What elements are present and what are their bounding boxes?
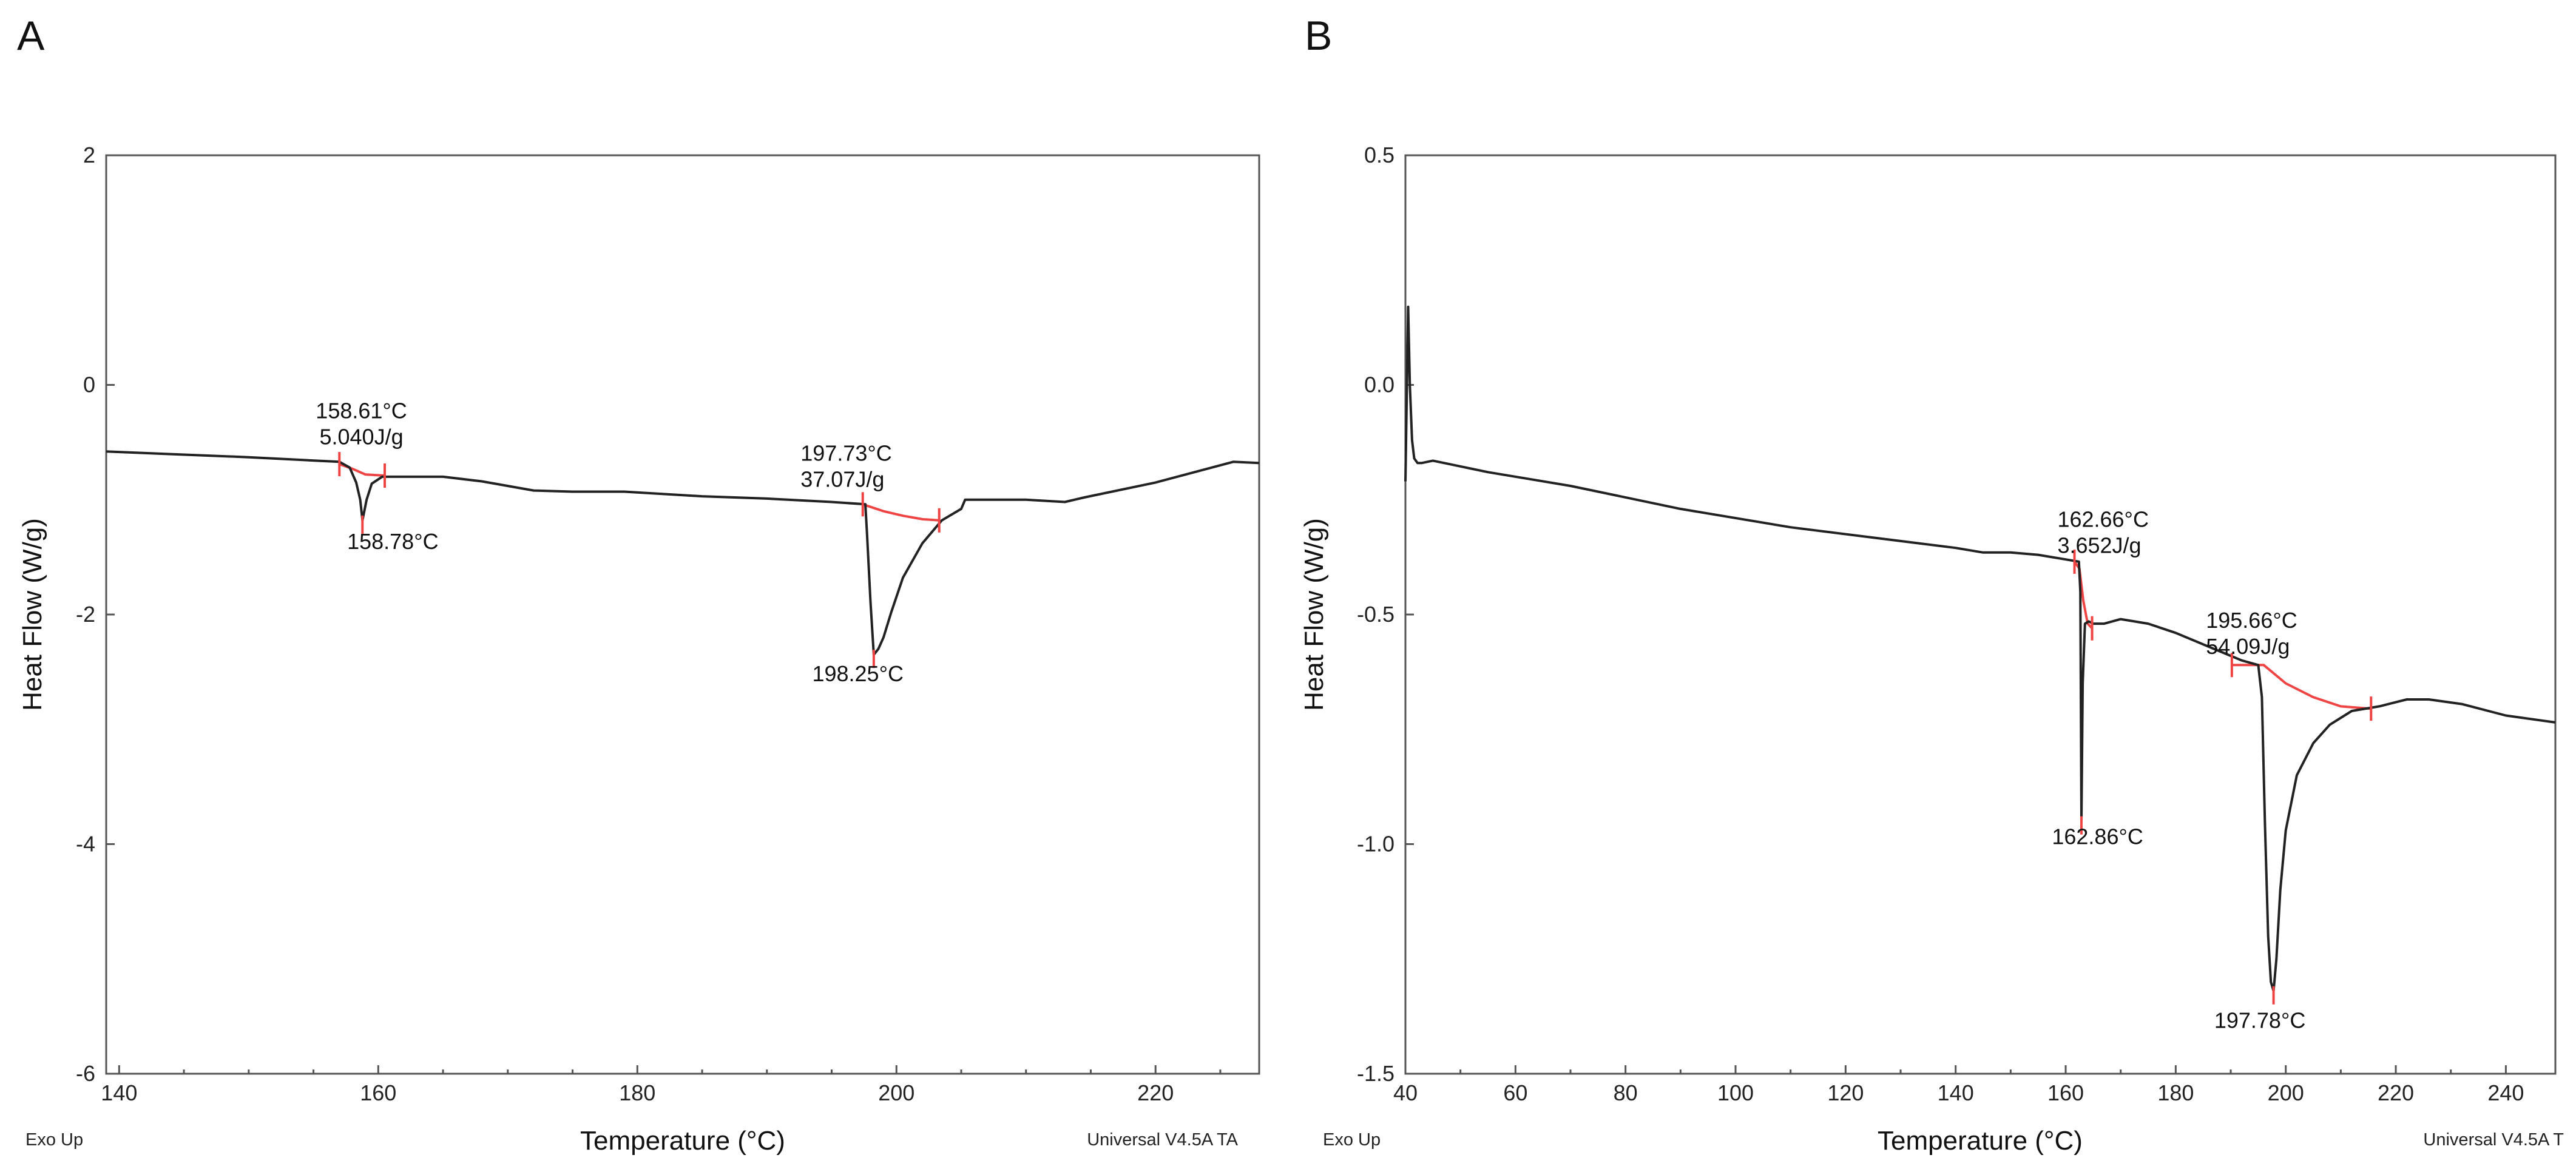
panel-a-y-tick-label: 2 xyxy=(83,143,95,167)
panel-a-x-tick-label: 140 xyxy=(101,1080,137,1105)
panel-a-plot-frame xyxy=(105,154,1260,1075)
panel-b-integration-baseline xyxy=(2073,561,2094,630)
panel-a-x-tick-label: 200 xyxy=(878,1080,914,1105)
panel-a-y-tick-label: 0 xyxy=(83,372,95,397)
panel-b-x-tick-label: 140 xyxy=(1938,1080,1974,1105)
panel-b-ticks: 40 60 80 100 120 140 160 180 200 220 240 0.5 0.0 -0.5… xyxy=(1357,143,2524,1105)
panel-b-exo-up-label: Exo Up xyxy=(1323,1130,1381,1150)
panel-b-x-tick-label: 120 xyxy=(1827,1080,1864,1105)
panel-a-x-tick-label: 160 xyxy=(360,1080,396,1105)
panel-b-y-axis-title: Heat Flow (W/g) xyxy=(1299,518,1329,711)
panel-b-y-tick-label: 0.5 xyxy=(1364,143,1394,167)
panel-b-software-label: Universal V4.5A T xyxy=(2423,1130,2564,1150)
panel-a-ticks: 140 160 180 200 220 2 0 -2 -4 -6 xyxy=(76,143,1222,1105)
panel-b-x-tick-label: 220 xyxy=(2378,1080,2414,1105)
panel-a-peak-annotation: 197.73°C xyxy=(800,440,892,465)
panel-a-software-label: Universal V4.5A TA xyxy=(1087,1130,1238,1150)
panel-b-peak-annotation: 54.09J/g xyxy=(2206,634,2290,659)
panel-a-y-tick-label: -6 xyxy=(76,1061,95,1086)
panel-b-x-tick-label: 60 xyxy=(1503,1080,1527,1105)
panel-b-y-tick-label: -1.5 xyxy=(1357,1061,1394,1086)
panel-a-curve-group xyxy=(106,450,1260,656)
panel-a: A 140 160 180 200 220 2 0 -2 -4 -6 158.61°C5.040J… xyxy=(17,13,1260,1156)
panel-b-x-tick-label: 240 xyxy=(2487,1080,2524,1105)
panel-b-peak-annotation: 195.66°C xyxy=(2206,608,2297,633)
panel-a-peak-annotation: 158.78°C xyxy=(347,529,439,554)
panel-a-peak-annotation: 198.25°C xyxy=(812,661,904,686)
panel-b-curve-group xyxy=(1404,305,2556,992)
panel-b-peak-annotation: 197.78°C xyxy=(2214,1008,2306,1032)
panel-b-peak-annotation: 3.652J/g xyxy=(2057,533,2141,557)
panel-b-heat-flow-curve xyxy=(1404,305,2556,992)
panel-a-peak-annotation: 158.61°C xyxy=(316,398,407,423)
panel-b-x-tick-label: 200 xyxy=(2268,1080,2304,1105)
panel-b-annotations: 162.66°C3.652J/g 162.86°C 195.66°C54.09J/g… xyxy=(2052,507,2305,1032)
panel-a-y-tick-label: -2 xyxy=(76,602,95,627)
panel-b-baselines xyxy=(2073,561,2371,710)
panel-a-limit-marks xyxy=(338,452,941,669)
panel-a-peak-annotation: 37.07J/g xyxy=(800,466,884,491)
panel-b-limit-marks xyxy=(2073,549,2373,1005)
panel-b-plot-frame xyxy=(1404,154,2557,1075)
panel-b-x-axis-title: Temperature (°C) xyxy=(1878,1126,2083,1156)
panel-b-peak-annotation: 162.86°C xyxy=(2052,824,2143,849)
panel-b-y-tick-label: 0.0 xyxy=(1364,372,1394,397)
panel-a-exo-up-label: Exo Up xyxy=(25,1130,83,1150)
panel-b-x-tick-label: 100 xyxy=(1717,1080,1754,1105)
panel-b-peak-annotation: 162.66°C xyxy=(2057,507,2149,531)
panel-b-x-tick-label: 80 xyxy=(1614,1080,1638,1105)
panel-b-letter: B xyxy=(1305,13,1332,59)
panel-b-x-tick-label: 160 xyxy=(2047,1080,2084,1105)
panel-a-heat-flow-curve xyxy=(106,450,1260,656)
panel-b: B 40 60 80 100 120 140 160 180 200 220 240 0.5 0.0 -0… xyxy=(1299,13,2564,1156)
panel-a-y-axis-title: Heat Flow (W/g) xyxy=(18,518,47,711)
panel-a-annotations: 158.61°C5.040J/g 158.78°C 197.73°C37.07J/g… xyxy=(316,398,904,685)
panel-a-peak-annotation: 5.040J/g xyxy=(319,424,403,449)
panel-a-x-tick-label: 220 xyxy=(1137,1080,1174,1105)
panel-b-x-tick-label: 40 xyxy=(1393,1080,1418,1105)
panel-a-y-tick-label: -4 xyxy=(76,832,95,857)
panel-a-integration-baseline xyxy=(862,503,939,522)
panel-b-y-tick-label: -0.5 xyxy=(1357,602,1394,627)
panel-b-y-tick-label: -1.0 xyxy=(1357,832,1394,857)
panel-a-x-tick-label: 180 xyxy=(619,1080,655,1105)
panel-a-x-axis-title: Temperature (°C) xyxy=(580,1126,785,1156)
panel-b-x-tick-label: 180 xyxy=(2157,1080,2194,1105)
panel-b-integration-baseline xyxy=(2231,664,2371,710)
panel-a-letter: A xyxy=(17,13,45,59)
